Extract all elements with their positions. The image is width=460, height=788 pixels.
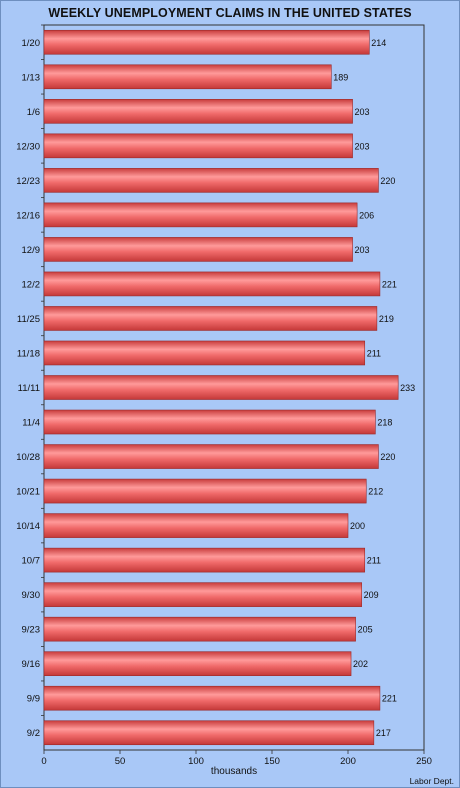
bar-11/4 bbox=[43, 409, 376, 435]
data-label-10/14: 200 bbox=[350, 521, 365, 531]
category-label-1/20: 1/20 bbox=[22, 38, 41, 49]
bar-10/7 bbox=[43, 547, 366, 573]
data-label-9/30: 209 bbox=[364, 590, 379, 600]
bar-1/20 bbox=[43, 29, 370, 55]
bar-1/13 bbox=[43, 64, 332, 90]
category-label-1/6: 1/6 bbox=[27, 107, 40, 118]
data-label-11/11: 233 bbox=[400, 383, 415, 393]
bar-9/23 bbox=[43, 616, 356, 642]
bar-10/14 bbox=[43, 513, 349, 538]
data-label-12/9: 203 bbox=[355, 245, 370, 255]
bar-12/16 bbox=[43, 202, 358, 228]
data-label-11/4: 218 bbox=[377, 418, 392, 428]
bar-10/21 bbox=[43, 478, 367, 504]
bar-9/2 bbox=[43, 720, 375, 746]
category-label-12/16: 12/16 bbox=[16, 210, 40, 221]
category-label-11/4: 11/4 bbox=[22, 418, 40, 429]
category-label-11/18: 11/18 bbox=[17, 348, 40, 359]
x-tick-label-100: 100 bbox=[188, 756, 204, 767]
bar-10/28 bbox=[43, 444, 379, 469]
bar-9/9 bbox=[43, 685, 381, 711]
chart-title: WEEKLY UNEMPLOYMENT CLAIMS IN THE UNITED… bbox=[48, 6, 412, 20]
data-label-1/6: 203 bbox=[355, 107, 370, 117]
data-label-9/9: 221 bbox=[382, 694, 397, 704]
bar-12/30 bbox=[43, 133, 353, 159]
data-label-10/21: 212 bbox=[368, 487, 383, 497]
data-label-9/2: 217 bbox=[376, 728, 391, 738]
data-label-11/25: 219 bbox=[379, 314, 394, 324]
x-tick-label-0: 0 bbox=[41, 756, 46, 767]
data-label-12/30: 203 bbox=[355, 141, 370, 151]
category-label-9/23: 9/23 bbox=[22, 625, 41, 636]
x-tick-label-150: 150 bbox=[264, 756, 280, 767]
data-label-9/23: 205 bbox=[358, 625, 373, 635]
data-label-12/16: 206 bbox=[359, 210, 374, 220]
category-label-12/23: 12/23 bbox=[16, 176, 40, 187]
x-tick-label-50: 50 bbox=[115, 756, 126, 767]
bar-12/23 bbox=[43, 168, 379, 193]
category-label-11/25: 11/25 bbox=[17, 314, 40, 325]
category-label-12/9: 12/9 bbox=[22, 245, 41, 256]
category-label-10/7: 10/7 bbox=[22, 556, 41, 567]
x-tick-label-200: 200 bbox=[340, 756, 356, 767]
category-label-9/16: 9/16 bbox=[22, 659, 41, 670]
data-label-11/18: 211 bbox=[367, 348, 381, 358]
data-label-1/20: 214 bbox=[371, 38, 386, 48]
bar-11/18 bbox=[43, 340, 366, 366]
category-label-10/14: 10/14 bbox=[16, 521, 40, 532]
bar-9/16 bbox=[43, 651, 352, 676]
category-label-9/2: 9/2 bbox=[27, 728, 40, 739]
data-label-12/23: 220 bbox=[380, 176, 395, 186]
category-label-9/9: 9/9 bbox=[27, 694, 40, 705]
category-label-10/21: 10/21 bbox=[16, 487, 40, 498]
bar-9/30 bbox=[43, 582, 362, 607]
category-label-11/11: 11/11 bbox=[18, 383, 40, 394]
category-label-10/28: 10/28 bbox=[16, 452, 40, 463]
bar-1/6 bbox=[43, 99, 353, 124]
bar-12/2 bbox=[43, 271, 381, 297]
x-axis-label: thousands bbox=[210, 766, 258, 777]
x-tick-label-250: 250 bbox=[416, 756, 432, 767]
bar-11/25 bbox=[43, 306, 378, 331]
data-label-12/2: 221 bbox=[382, 279, 397, 289]
data-label-10/28: 220 bbox=[380, 452, 395, 462]
category-label-9/30: 9/30 bbox=[22, 590, 41, 601]
category-label-12/2: 12/2 bbox=[22, 279, 41, 290]
source-note: Labor Dept. bbox=[409, 776, 454, 786]
data-label-9/16: 202 bbox=[353, 659, 368, 669]
bar-12/9 bbox=[43, 237, 353, 262]
bar-11/11 bbox=[43, 375, 399, 400]
category-label-12/30: 12/30 bbox=[16, 141, 40, 152]
data-label-1/13: 189 bbox=[333, 72, 348, 82]
data-label-10/7: 211 bbox=[367, 556, 381, 566]
category-label-1/13: 1/13 bbox=[22, 72, 41, 83]
